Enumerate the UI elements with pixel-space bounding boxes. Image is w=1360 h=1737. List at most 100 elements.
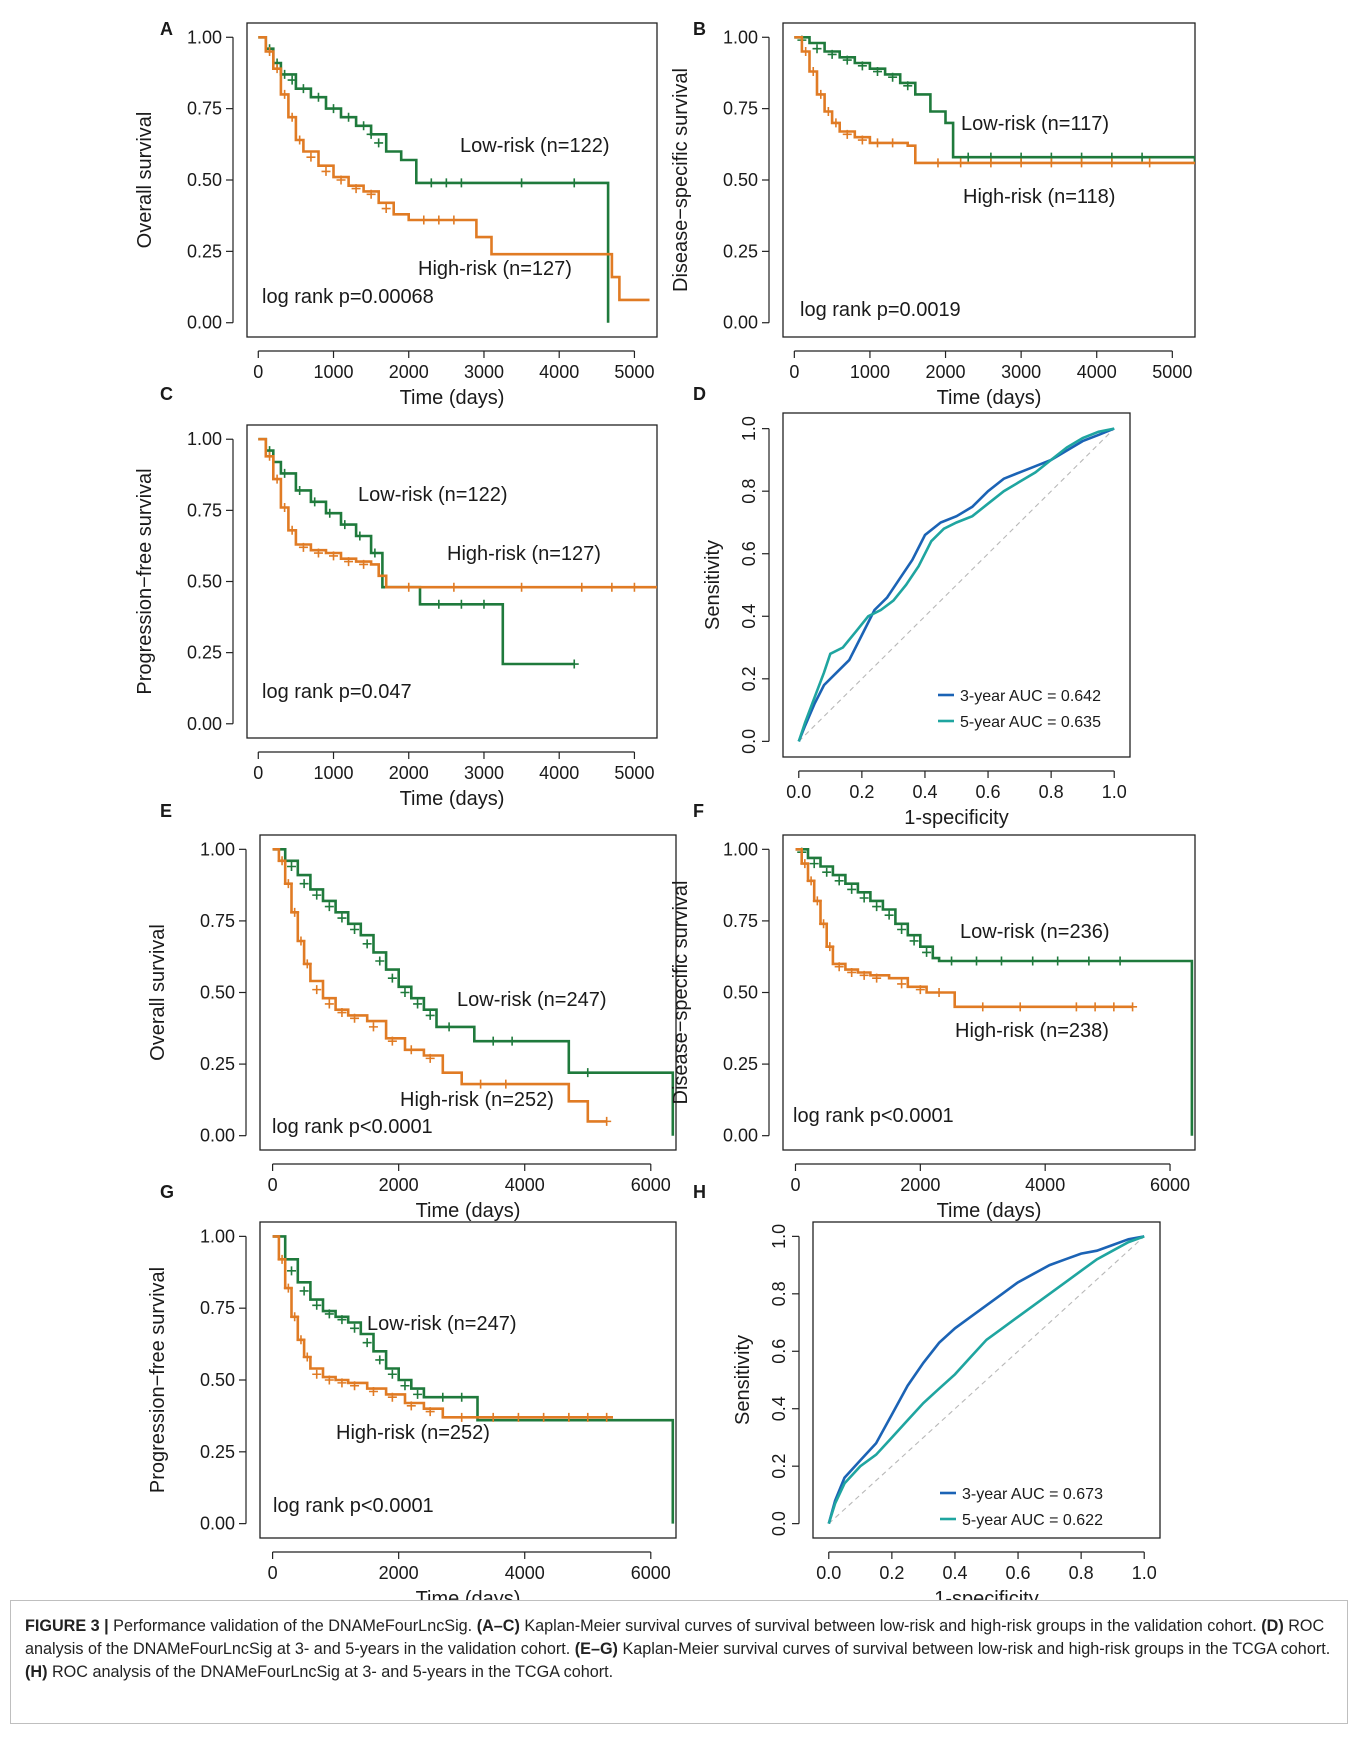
censor-mark (872, 138, 882, 148)
plot-frame (782, 22, 1196, 338)
censor-mark (375, 1355, 385, 1365)
x-tick-label: 0.0 (786, 782, 811, 802)
series-line-b (797, 427, 1115, 742)
x-tick-label: 0.4 (912, 782, 937, 802)
censor-mark (1128, 1002, 1138, 1012)
y-tick-label: 0.25 (200, 1442, 235, 1462)
y-axis-title: Progression−free survival (134, 468, 156, 694)
censor-mark (287, 75, 297, 85)
censor-mark (406, 1401, 416, 1411)
censor-mark (387, 973, 397, 983)
low-risk-label: Low-risk (n=122) (358, 484, 508, 506)
censor-mark (329, 104, 339, 114)
censor-mark (922, 947, 932, 957)
y-tick-label: 0.0 (769, 1511, 789, 1536)
censor-mark (801, 47, 811, 57)
censor-mark (366, 189, 376, 199)
censor-mark (488, 1036, 498, 1046)
censor-mark (413, 1389, 423, 1399)
y-tick-label: 0.75 (723, 99, 758, 119)
legend-label: 3-year AUC = 0.642 (960, 688, 1101, 705)
censor-mark (513, 1412, 523, 1422)
censor-mark (302, 1352, 312, 1362)
panel-letter: D (693, 384, 706, 404)
logrank-annotation: log rank p<0.0001 (793, 1105, 954, 1127)
plot-frame (259, 834, 677, 1151)
reference-diagonal (828, 1235, 1145, 1525)
censor-mark (290, 907, 300, 917)
y-tick-label: 0.25 (723, 241, 758, 261)
caption-text-4: Kaplan-Meier survival curves of survival… (617, 1640, 1331, 1658)
y-tick-label: 0.75 (200, 911, 235, 931)
x-tick-label: 0 (253, 362, 263, 382)
censor-mark (280, 503, 290, 513)
y-tick-label: 0.25 (187, 643, 222, 663)
censor-mark (1053, 956, 1063, 966)
y-axis-title: Progression−free survival (147, 1267, 169, 1493)
panel-letter: H (693, 1182, 706, 1202)
censor-mark (306, 152, 316, 162)
censor-mark (909, 936, 919, 946)
censor-mark (400, 1381, 410, 1391)
x-tick-label: 1.0 (1102, 782, 1127, 802)
censor-mark (287, 525, 297, 535)
censor-mark (819, 919, 829, 929)
logrank-annotation: log rank p<0.0001 (273, 1495, 434, 1517)
logrank-annotation: log rank p<0.0001 (272, 1116, 433, 1138)
x-tick-label: 0.2 (849, 782, 874, 802)
censor-mark (324, 999, 334, 1009)
censor-mark (312, 1369, 322, 1379)
censor-mark (884, 910, 894, 920)
censor-mark (517, 582, 527, 592)
plot-frame (246, 22, 658, 338)
censor-mark (1115, 956, 1125, 966)
caption-ref-h: (H) (25, 1663, 48, 1681)
y-tick-label: 0.50 (187, 170, 222, 190)
censor-mark (277, 856, 287, 866)
x-tick-label: 0.6 (976, 782, 1001, 802)
x-tick-label: 4000 (539, 763, 579, 783)
censor-mark (1107, 158, 1117, 168)
y-tick-label: 0.4 (739, 604, 759, 629)
x-tick-label: 0 (789, 362, 799, 382)
x-tick-label: 6000 (631, 1175, 671, 1195)
y-tick-label: 0.00 (200, 1514, 235, 1534)
x-tick-label: 4000 (505, 1563, 545, 1583)
censor-mark (425, 1010, 435, 1020)
censor-mark (351, 184, 361, 194)
censor-mark (325, 508, 335, 518)
censor-mark (350, 1381, 360, 1391)
censor-mark (359, 121, 369, 131)
censor-mark (872, 902, 882, 912)
x-tick-label: 3000 (1001, 362, 1041, 382)
censor-mark (438, 1392, 448, 1402)
censor-mark (290, 1312, 300, 1322)
x-tick-label: 1000 (850, 362, 890, 382)
x-tick-label: 5000 (614, 763, 654, 783)
censor-mark (400, 988, 410, 997)
censor-mark (859, 893, 869, 903)
censor-mark (362, 939, 372, 949)
censor-mark (449, 582, 459, 592)
censor-mark (897, 925, 907, 934)
censor-mark (915, 985, 925, 995)
y-axis-title: Overall survival (134, 112, 156, 249)
censor-mark (324, 902, 334, 912)
censor-mark (344, 112, 354, 122)
y-tick-label: 0.8 (739, 479, 759, 504)
censor-mark (350, 925, 360, 934)
censor-mark (321, 166, 331, 176)
legend-label: 5-year AUC = 0.622 (962, 1512, 1103, 1529)
x-tick-label: 6000 (631, 1563, 671, 1583)
censor-mark (607, 582, 617, 592)
y-tick-label: 0.6 (769, 1339, 789, 1364)
logrank-annotation: log rank p=0.047 (262, 681, 412, 703)
low-risk-label: Low-risk (n=247) (457, 989, 607, 1011)
x-axis-title: Time (days) (400, 788, 505, 810)
high-risk-label: High-risk (n=118) (963, 186, 1115, 208)
high-risk-label: High-risk (n=238) (955, 1020, 1109, 1042)
censor-mark (387, 1036, 397, 1046)
y-tick-label: 0.50 (187, 572, 222, 592)
